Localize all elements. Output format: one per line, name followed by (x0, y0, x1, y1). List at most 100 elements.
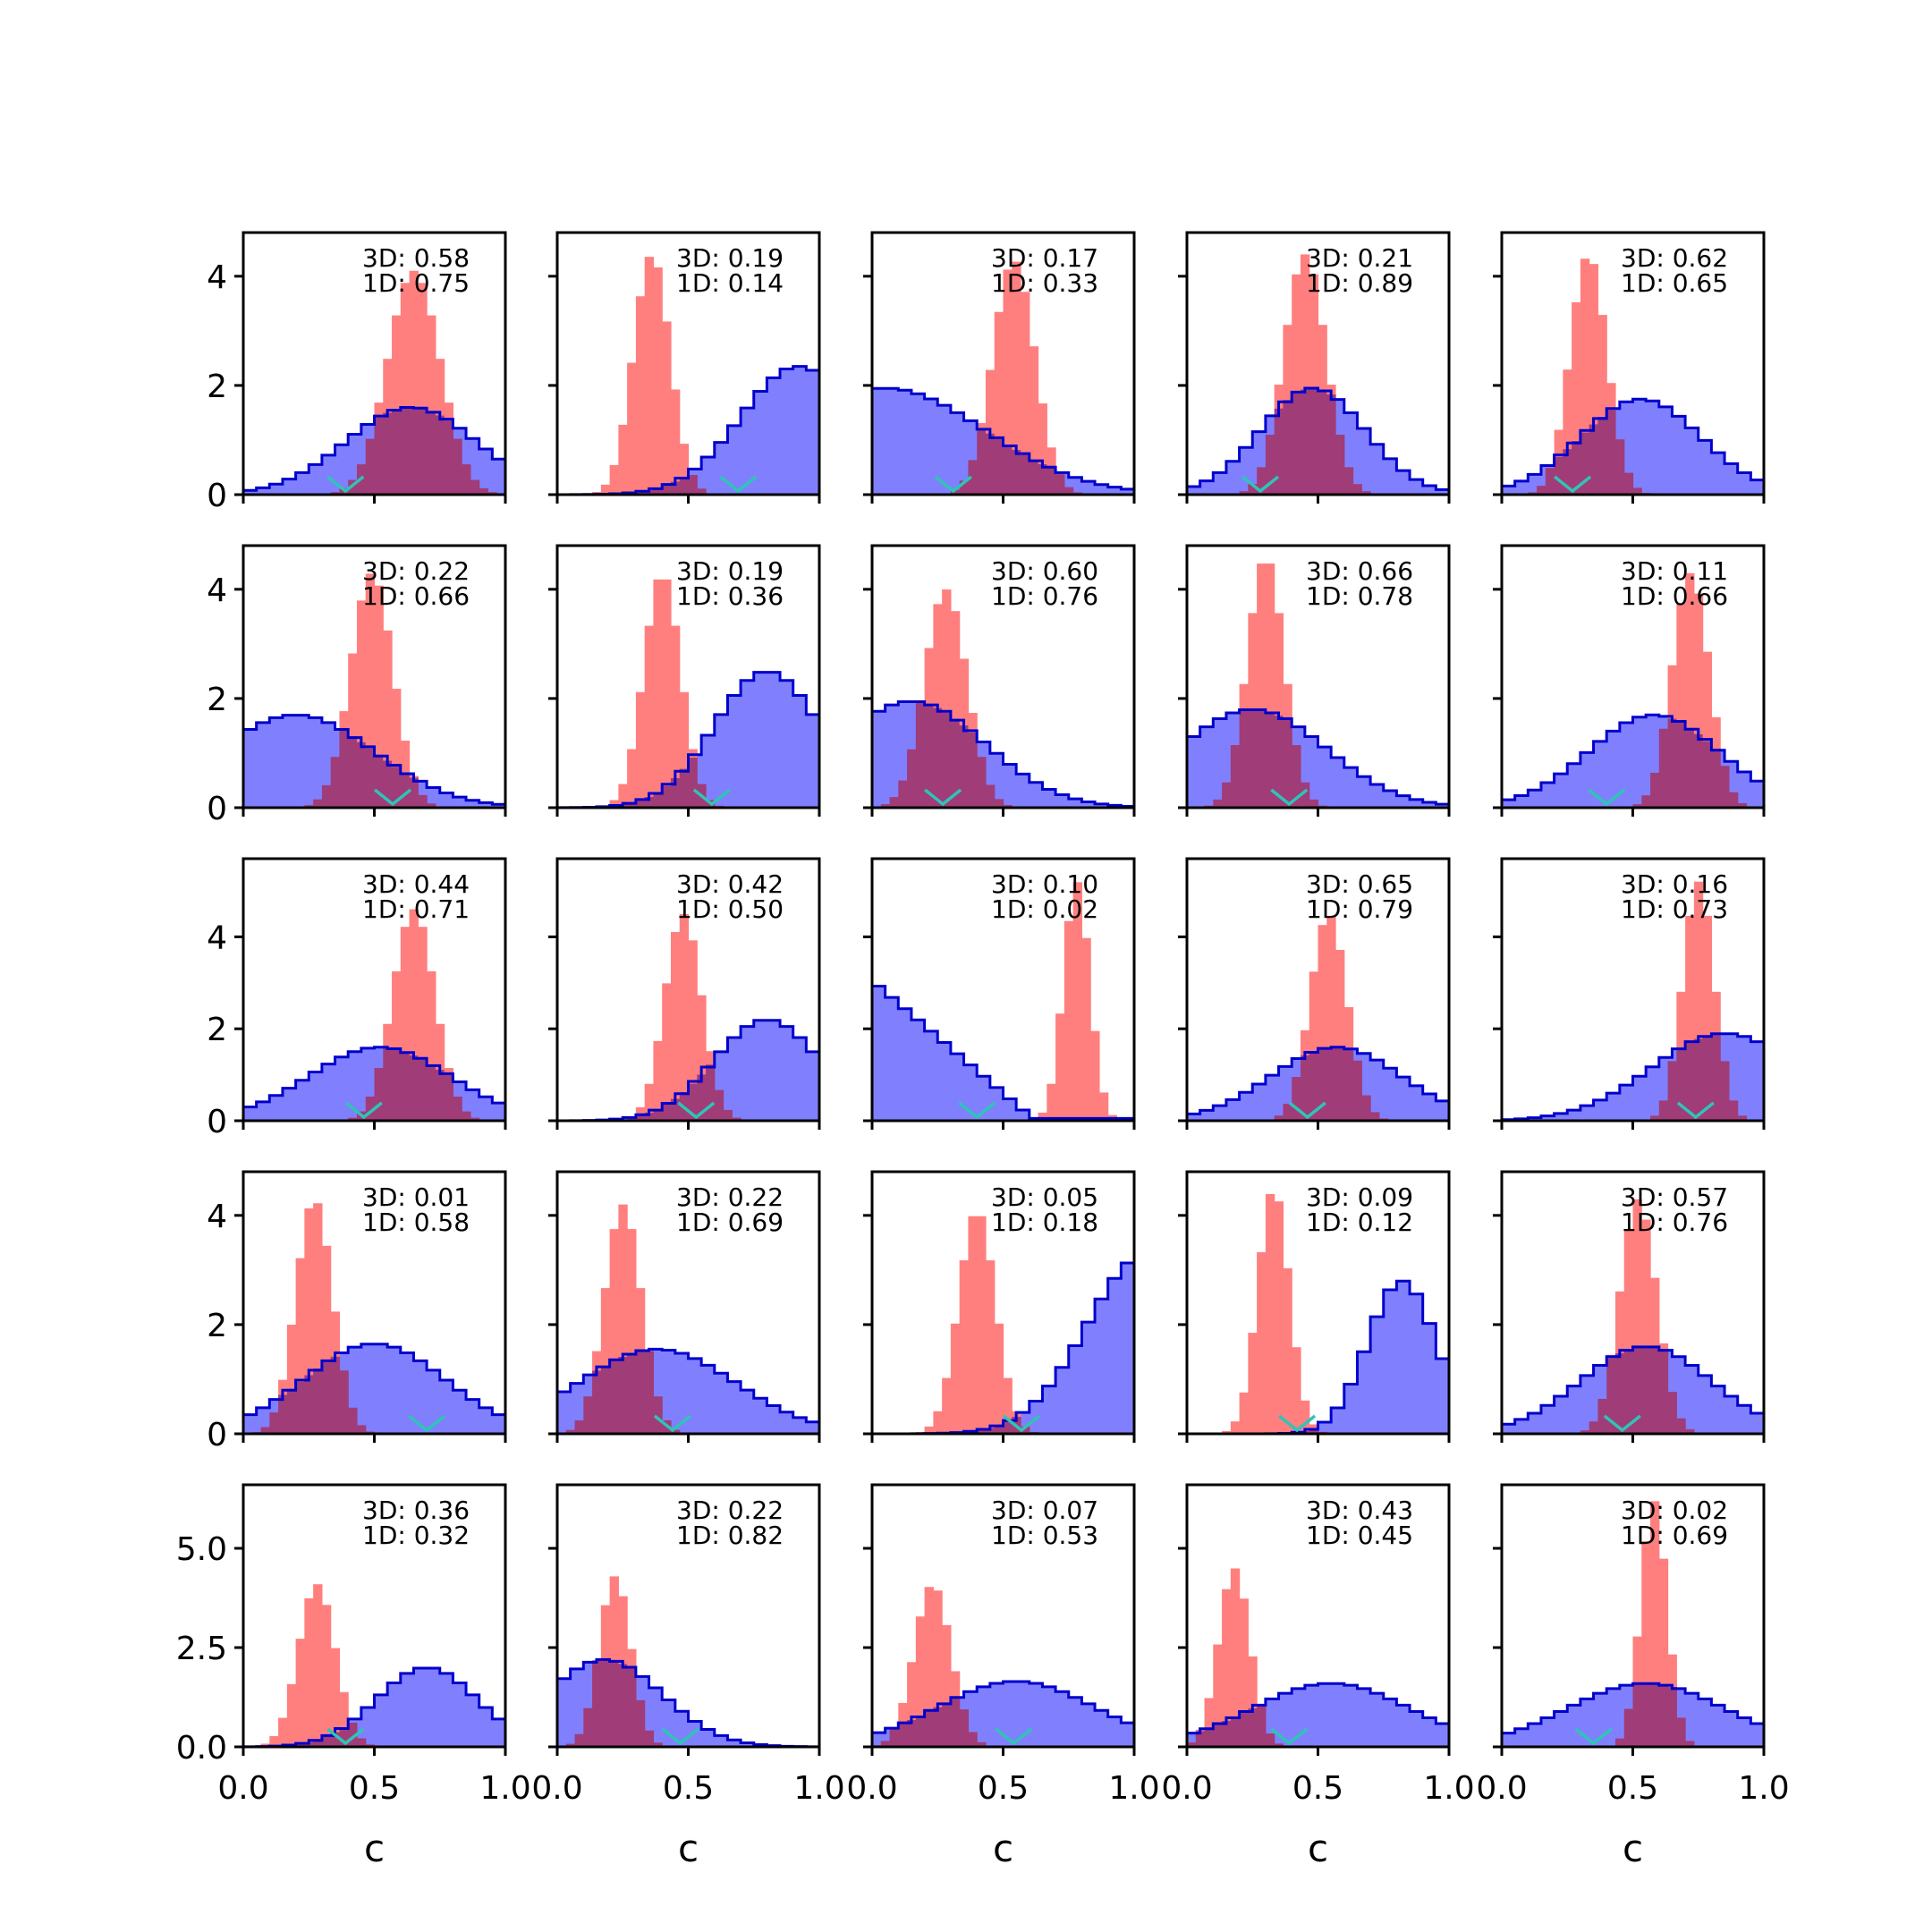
annotation-3d: 3D: 0.57 (1621, 1182, 1728, 1212)
red-bar (1230, 1421, 1241, 1434)
red-bar (1063, 920, 1074, 1119)
red-bar (1090, 1030, 1100, 1119)
overlap-bar (1003, 1421, 1013, 1434)
overlap-bar (1589, 424, 1599, 495)
red-bar (915, 1616, 926, 1716)
red-bar (1204, 1698, 1214, 1728)
red-bar (1003, 269, 1013, 445)
red-bar (444, 402, 453, 421)
overlap-bar (1003, 804, 1013, 808)
blue-histogram-edge (1502, 1345, 1764, 1434)
x-tick-label: 1.0 (1423, 1770, 1474, 1807)
overlap-bar (1614, 1352, 1625, 1434)
overlap-bar (1318, 389, 1327, 495)
red-bar (1318, 325, 1327, 390)
overlap-bar (1658, 728, 1669, 808)
red-bar (1003, 1377, 1013, 1422)
overlap-bar (1326, 1047, 1336, 1121)
red-bar (662, 579, 672, 786)
red-bar (950, 611, 961, 719)
red-bar (898, 1702, 908, 1724)
red-bar (670, 389, 681, 482)
marker-v (719, 475, 758, 494)
blue-histogram (557, 1020, 819, 1121)
overlap-bar (933, 1707, 943, 1747)
overlap-bar (479, 487, 489, 495)
overlap-bar (1667, 1686, 1677, 1747)
overlap-bar (348, 1407, 358, 1434)
overlap-bar (600, 1365, 611, 1434)
overlap-bar (688, 1083, 698, 1121)
blue-histogram-edge (1502, 397, 1764, 495)
red-bar (348, 653, 358, 737)
annotation-1d: 1D: 0.75 (362, 268, 470, 298)
blue-histogram-edge (243, 406, 505, 495)
blue-histogram-edge (872, 985, 1134, 1121)
overlap-bar (1309, 387, 1319, 495)
marker-v (326, 1727, 365, 1746)
marker-v (677, 1101, 716, 1120)
overlap-bar (1685, 727, 1695, 808)
annotation-3d: 3D: 0.02 (1621, 1496, 1728, 1525)
red-bar (269, 1736, 279, 1747)
overlap-bar (313, 1368, 323, 1434)
overlap-bar (714, 1089, 724, 1121)
overlap-bar (723, 1109, 733, 1121)
red-bar (627, 749, 637, 803)
overlap-bar (950, 1698, 961, 1747)
red-bar (392, 689, 402, 767)
blue-histogram-edge (1187, 1046, 1449, 1121)
overlap-bar (1352, 484, 1362, 495)
plot-area (872, 1216, 1134, 1434)
red-bar (679, 691, 690, 769)
red-bar (662, 321, 672, 486)
overlap-bar (1046, 468, 1056, 495)
y-tick-label: 4 (207, 259, 227, 296)
annotation-3d: 3D: 0.58 (362, 243, 470, 273)
overlap-bar (653, 1742, 663, 1747)
red-bar (400, 741, 411, 773)
red-bar (618, 1596, 628, 1665)
annotation-3d: 3D: 0.21 (1306, 243, 1413, 273)
overlap-bar (1274, 1743, 1284, 1747)
overlap-bar (1248, 484, 1258, 495)
plot-area (557, 1204, 819, 1434)
annotation-1d: 1D: 0.66 (1621, 581, 1728, 611)
red-bar (383, 359, 393, 413)
annotation-1d: 1D: 0.73 (1621, 894, 1728, 924)
overlap-bar (1343, 467, 1354, 495)
red-bar (321, 1245, 332, 1363)
overlap-bar (1676, 1717, 1686, 1747)
overlap-bar (1352, 1060, 1362, 1121)
overlap-bar (1318, 1048, 1327, 1121)
red-bar (959, 658, 970, 725)
overlap-bar (1545, 468, 1555, 495)
red-bar (1098, 1092, 1109, 1119)
plot-area (243, 573, 505, 808)
annotation-3d: 3D: 0.44 (362, 869, 470, 899)
overlap-bar (1029, 459, 1039, 495)
red-bar (1029, 346, 1039, 460)
overlap-bar (1309, 799, 1319, 808)
plot-area (1502, 1501, 1764, 1747)
overlap-bar (924, 704, 934, 808)
red-bar (278, 1379, 288, 1395)
overlap-bar (670, 481, 681, 495)
annotation-1d: 1D: 0.69 (1621, 1521, 1728, 1550)
overlap-bar (330, 1356, 341, 1434)
marker-v (1603, 1414, 1641, 1433)
overlap-bar (670, 777, 681, 808)
red-bar (1554, 429, 1563, 457)
red-bar (1222, 1430, 1232, 1434)
overlap-bar (1300, 1055, 1310, 1121)
annotation-1d: 1D: 0.02 (991, 894, 1098, 924)
overlap-bar (418, 794, 428, 808)
overlap-bar (409, 407, 419, 495)
x-axis-label: c (678, 1826, 699, 1870)
red-bar (933, 1590, 943, 1707)
